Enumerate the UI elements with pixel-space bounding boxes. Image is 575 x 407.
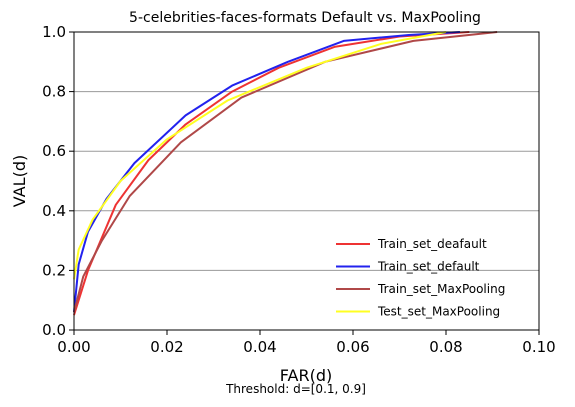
legend: Train_set_deafault Train_set_default Train…	[336, 237, 505, 319]
series-line-train-set-default	[73, 31, 460, 313]
x-tick-label: 0.06	[336, 338, 369, 356]
y-tick-label: 0.8	[42, 83, 66, 101]
series-line-test-set-maxpooling	[73, 31, 447, 280]
plot-frame	[73, 31, 540, 331]
y-tick-label: 0.4	[42, 202, 66, 220]
series-line-train-set-deafault	[73, 31, 470, 316]
legend-label: Train_set_deafault	[377, 237, 487, 251]
legend-label: Train_set_MaxPooling	[377, 282, 505, 296]
threshold-footnote: Threshold: d=[0.1, 0.9]	[225, 382, 366, 396]
series-line-train-set-maxpooling	[73, 31, 498, 313]
x-tick-label: 0.02	[150, 338, 183, 356]
x-tick-label: 0.00	[57, 338, 90, 356]
x-axis-label: FAR(d)	[280, 366, 332, 385]
legend-label: Test_set_MaxPooling	[377, 305, 500, 319]
y-tick-label: 1.0	[42, 23, 66, 41]
x-tick-label: 0.10	[522, 338, 555, 356]
legend-label: Train_set_default	[377, 260, 480, 274]
axis-ticks: 0.0 0.2 0.4 0.6 0.8 1.0 0.00 0.02 0.04 0.06 0.08 0.…	[42, 23, 556, 356]
y-tick-label: 0.6	[42, 142, 66, 160]
y-tick-label: 0.2	[42, 261, 66, 279]
series-lines	[73, 31, 498, 316]
x-tick-label: 0.08	[429, 338, 462, 356]
x-tick-label: 0.04	[243, 338, 276, 356]
chart-title: 5-celebrities-faces-formats Default vs. …	[129, 10, 481, 26]
y-tick-label: 0.0	[42, 321, 66, 339]
y-axis-label: VAL(d)	[10, 155, 29, 207]
